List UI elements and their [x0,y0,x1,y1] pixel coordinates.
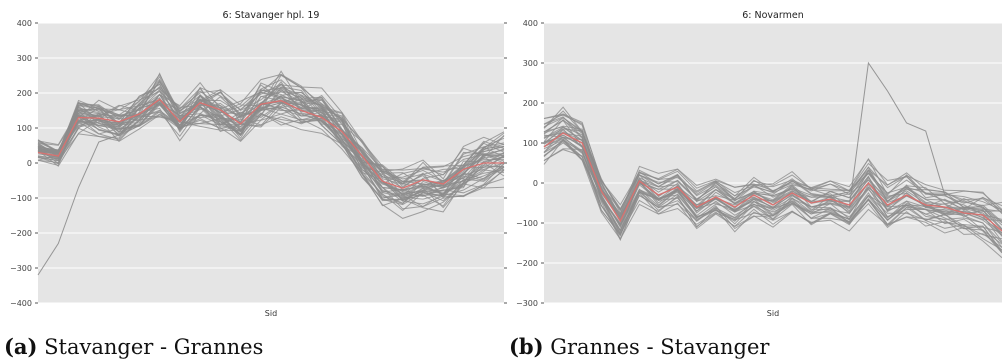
y-tick-label: 200 [523,99,538,108]
chart-stavanger-grannes: 400 300 200 100 0 −100 −200 −300 −400 6: Stavange… [10,10,507,318]
caption-a-text: Stavanger - Grannes [37,335,264,359]
y-tick-label: −200 [516,259,538,268]
chart-grannes-stavanger: 400 300 200 100 0 −100 −200 −300 6: Novarmen Sid [516,10,1002,318]
series-group [37,70,505,276]
x-axis-label: Sid [767,309,779,318]
y-tick-label: −300 [516,299,538,308]
series-line [37,74,505,171]
x-axis-label: Sid [265,309,277,318]
series-line [37,75,505,182]
y-tick-label: 100 [523,139,538,148]
chart-title: 6: Stavanger hpl. 19 [223,10,320,21]
series-group [543,61,1002,259]
y-tick-label: −400 [10,299,32,308]
chart-title: 6: Novarmen [742,10,804,21]
outlier-series-line [37,102,505,276]
series-line [37,79,505,188]
outlier-series-line [543,61,1002,229]
series-line [37,73,505,180]
plot-background [544,23,1002,303]
series-line [543,106,1002,215]
y-tick-label: 200 [17,89,32,98]
caption-b-tag: (b) [509,334,544,359]
y-tick-label: 400 [523,19,538,28]
series-line [37,82,505,183]
y-tick-label: 300 [523,59,538,68]
caption-b: (b) Grannes - Stavanger [509,334,769,359]
y-tick-label: 0 [27,159,32,168]
y-tick-label: −300 [10,264,32,273]
series-line [543,137,1002,234]
series-line [37,70,505,185]
series-line [37,73,505,185]
caption-a-tag: (a) [4,334,38,359]
series-line [543,114,1002,212]
series-line [543,110,1002,211]
y-tick-label: −200 [10,229,32,238]
y-tick-label: 100 [17,124,32,133]
y-tick-label: −100 [516,219,538,228]
series-line [37,103,505,202]
y-tick-label: 400 [17,19,32,28]
y-tick-label: 0 [533,179,538,188]
highlight-series-line [37,98,504,189]
series-line [543,113,1002,215]
caption-b-text: Grannes - Stavanger [543,335,770,359]
y-tick-label: −100 [10,194,32,203]
highlight-series-line [543,132,1002,232]
y-tick-label: 300 [17,54,32,63]
caption-a: (a) Stavanger - Grannes [4,334,263,359]
